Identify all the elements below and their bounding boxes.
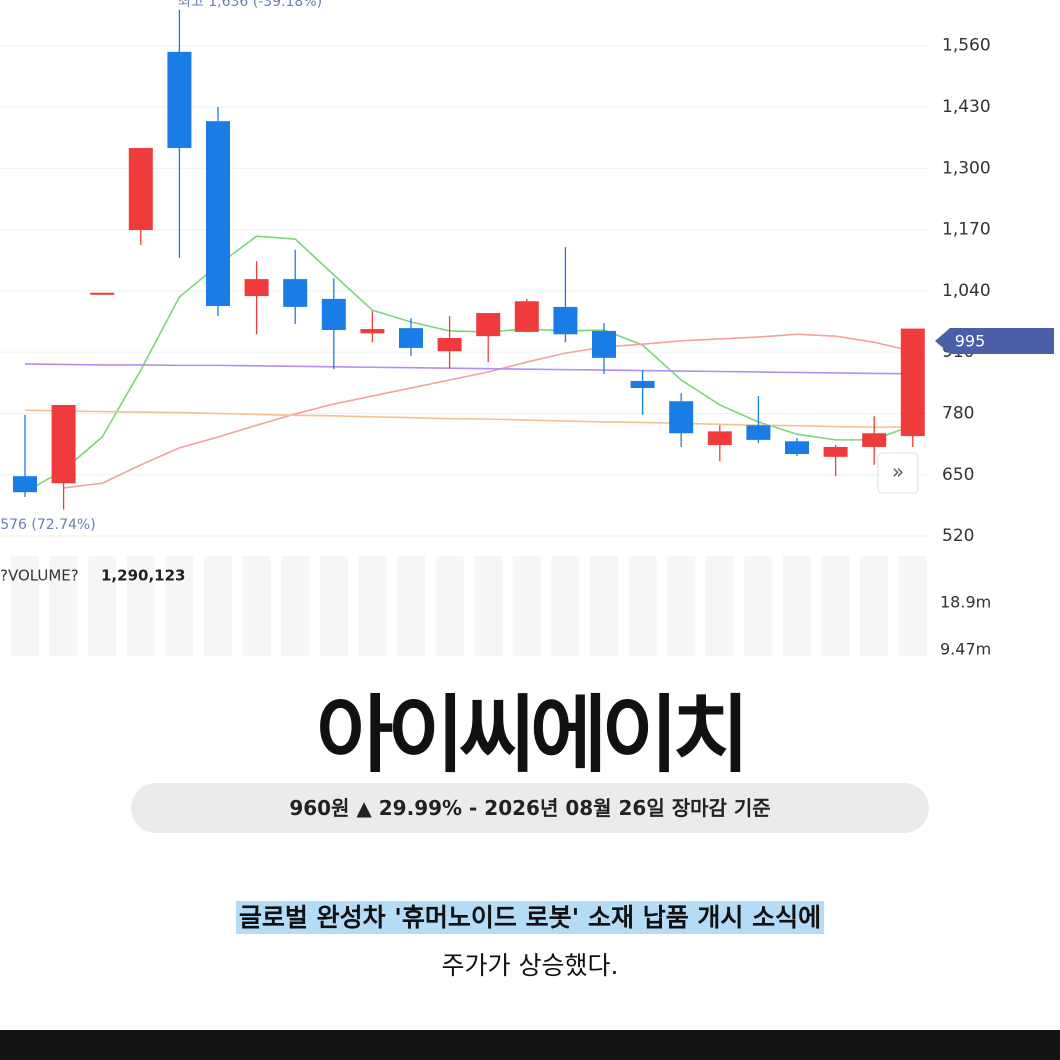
volume-stripe — [165, 556, 194, 656]
y-tick-label: 1,300 — [942, 158, 991, 178]
volume-panel — [11, 556, 927, 656]
volume-stripe — [783, 556, 811, 656]
volume-stripe — [474, 556, 503, 656]
volume-tick-label: 18.9m — [940, 593, 991, 612]
y-tick-label: 520 — [942, 526, 974, 546]
caption-text: 주가가 상승했다. — [441, 951, 619, 980]
y-tick-label: 650 — [942, 465, 974, 485]
caption-text: 글로벌 완성차 '휴머노이드 로봇' 소재 납품 개시 소식에 — [235, 901, 825, 934]
volume-tick-label: 9.47m — [940, 640, 991, 657]
volume-title: ?VOLUME? — [0, 567, 79, 585]
candle-body — [669, 401, 694, 434]
price-tag: 995 — [955, 332, 986, 351]
candle-body — [399, 328, 423, 348]
volume-stripe — [860, 556, 889, 656]
volume-stripe — [512, 556, 541, 656]
volume-stripe — [551, 556, 580, 656]
candle-body — [283, 279, 308, 307]
volume-stripe — [590, 556, 618, 656]
candle-body — [553, 306, 578, 335]
candle-body — [321, 298, 346, 331]
volume-stripe — [705, 556, 734, 656]
volume-stripe — [49, 556, 78, 656]
candle-body — [592, 330, 616, 358]
candle-body — [360, 329, 385, 334]
candle-body — [13, 476, 37, 493]
candle-body — [437, 338, 462, 352]
volume-stripe — [358, 556, 387, 656]
footer-bar — [0, 1030, 1060, 1060]
scroll-icon: » — [892, 460, 904, 484]
candle-body — [707, 431, 732, 446]
y-tick-label: 780 — [942, 403, 974, 423]
moving-average-line — [63, 333, 913, 489]
volume-stripe — [88, 556, 117, 656]
candle-body — [514, 301, 539, 332]
candle-body — [630, 380, 655, 389]
volume-stripe — [126, 556, 155, 656]
moving-average-line — [24, 235, 914, 493]
candle-body — [476, 313, 501, 337]
scroll-button[interactable] — [877, 452, 919, 494]
volume-stripe — [319, 556, 348, 656]
volume-stripe — [667, 556, 696, 656]
high-annotation: 최고 1,636 (-39.18%) — [178, 0, 322, 10]
moving-average-line — [24, 363, 913, 375]
grid — [0, 45, 930, 537]
y-tick-label: 1,040 — [942, 281, 991, 301]
candle-body — [206, 121, 230, 306]
candle-body — [51, 404, 76, 484]
volume-stripe — [11, 556, 39, 656]
caption-line: 글로벌 완성차 '휴머노이드 로봇' 소재 납품 개시 소식에 — [0, 898, 1060, 934]
price-tag-bg — [935, 328, 1054, 354]
volume-value: 1,290,123 — [101, 567, 185, 585]
price-line: 960원 ▲ 29.99% - 2026년 08월 26일 장마감 기준 — [131, 783, 929, 833]
volume-stripe — [821, 556, 850, 656]
volume-stripe — [628, 556, 657, 656]
candle-body — [785, 441, 809, 455]
y-tick-label: 1,430 — [942, 97, 991, 117]
volume-stripe — [898, 556, 927, 656]
candle-body — [862, 433, 887, 447]
volume-stripe — [744, 556, 773, 656]
candle-body — [90, 292, 115, 295]
caption-line: 주가가 상승했다. — [0, 946, 1060, 982]
candle-body — [167, 51, 192, 149]
volume-stripe — [204, 556, 232, 656]
volume-stripe — [435, 556, 464, 656]
y-tick-label: 1,560 — [942, 36, 991, 56]
volume-stripe — [281, 556, 310, 656]
low-annotation: 최저 576 (72.74%) — [0, 517, 96, 533]
candle-body — [244, 279, 269, 297]
candle-body — [823, 446, 848, 457]
candle-body — [746, 425, 771, 440]
volume-stripe — [242, 556, 271, 656]
y-tick-label: 1,170 — [942, 220, 991, 240]
volume-stripe — [397, 556, 425, 656]
candle-body — [900, 328, 925, 437]
headline: 아이씨에이치 — [316, 686, 750, 784]
candle-body — [128, 148, 153, 231]
